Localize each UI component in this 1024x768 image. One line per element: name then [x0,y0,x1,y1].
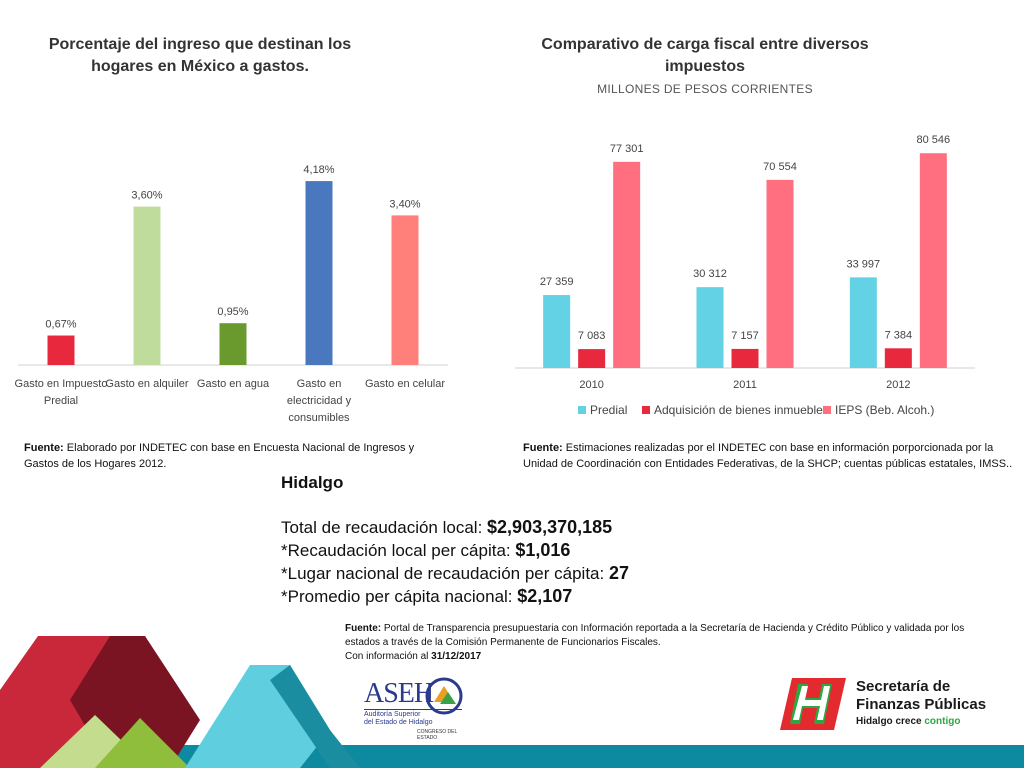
summary-region: Hidalgo [281,473,344,492]
category-label: 2010 [579,379,603,391]
right-chart-subtitle: MILLONES DE PESOS CORRIENTES [597,82,813,96]
legend-swatch [578,406,586,414]
data-label: 70 554 [763,161,797,173]
data-label: 0,95% [217,306,248,318]
sfp-h-icon [780,678,846,730]
right-source-text: Estimaciones realizadas por el INDETEC c… [523,442,1013,470]
bar [543,295,571,368]
right-source-label: Fuente: [523,442,563,454]
aseh-sub2: del Estado de Hidalgo [364,719,433,726]
aseh-emblem-icon [425,677,463,715]
aseh-logo: ASEH Auditoría Superior del Estado de Hi… [362,676,472,741]
data-label: 3,60% [131,190,162,202]
sfp-logo: Secretaría de Finanzas Públicas Hidalgo … [778,672,1008,738]
bar [47,335,75,365]
summary-label: Total de recaudación local: [281,518,488,537]
data-label: 7 384 [885,329,913,341]
footer-source-text: Portal de Transparencia presupuestaria c… [345,623,965,648]
aseh-rule [364,709,462,710]
summary-label: *Lugar nacional de recaudación per cápit… [281,564,609,583]
bar [133,206,161,365]
data-label: 27 359 [540,276,574,288]
legend-swatch [823,406,831,414]
legend-label: IEPS (Beb. Alcoh.) [835,403,934,417]
bar [219,323,247,365]
bar [849,277,877,368]
summary-value: $2,107 [517,586,573,606]
bar [696,287,724,368]
bar [731,348,759,368]
data-label: 77 301 [610,143,644,155]
category-label: Gasto en Impuesto [15,378,108,390]
bar [766,179,794,368]
category-label: Predial [44,395,78,407]
footer-date: 31/12/2017 [431,651,482,662]
sfp-line2: Finanzas Públicas [856,696,987,713]
category-label: Gasto en agua [197,378,270,390]
summary-line: *Recaudación local per cápita: $1,016 [281,539,701,562]
aseh-logo-text: ASEH [364,678,434,709]
summary-line: *Promedio per cápita nacional: $2,107 [281,585,701,608]
data-label: 3,40% [389,198,420,210]
hidalgo-summary: Hidalgo Total de recaudación local: $2,9… [281,472,701,608]
data-label: 80 546 [917,134,951,146]
deco-teal-peak [270,665,360,768]
category-label: consumibles [288,412,350,424]
left-chart-title: Porcentaje del ingreso que destinan los … [48,36,352,75]
footer-source-label: Fuente: [345,623,382,634]
legend-swatch [642,406,650,414]
data-label: 30 312 [693,268,727,280]
category-label: 2011 [733,379,757,391]
sfp-tagline-b: contigo [924,716,961,727]
summary-value: $2,903,370,185 [487,517,613,537]
aseh-sub1: Auditoría Superior [364,711,421,718]
summary-value: 27 [608,563,629,583]
bar [613,161,641,368]
sfp-tagline: Hidalgo crece contigo [856,716,960,727]
footer-source: Fuente: Portal de Transparencia presupue… [345,622,985,664]
deco-green-peak [95,718,190,768]
category-label: Gasto en [297,378,342,390]
left-source-text: Elaborado por INDETEC con base en Encues… [24,442,415,470]
summary-value: $1,016 [515,540,571,560]
bar [884,348,912,368]
category-label: Gasto en celular [365,378,445,390]
summary-line: *Lugar nacional de recaudación per cápit… [281,562,701,585]
summary-label: *Promedio per cápita nacional: [281,587,518,606]
data-label: 0,67% [45,319,76,331]
category-label: electricidad y [287,395,352,407]
right-chart-title: Comparativo de carga fiscal entre divers… [541,36,869,75]
summary-label: *Recaudación local per cápita: [281,541,516,560]
legend-label: Adquisición de bienes inmuebles [654,403,829,417]
category-label: Gasto en alquiler [105,378,188,390]
data-label: 4,18% [303,164,334,176]
category-label: 2012 [886,379,910,391]
bar [578,349,606,368]
legend-label: Predial [590,403,627,417]
bar [305,181,333,365]
footer-date-prefix: Con información al [345,651,432,662]
sfp-tagline-a: Hidalgo crece [856,716,925,727]
sfp-line1: Secretaría de [856,678,951,695]
left-chart-source: Fuente: Elaborado por INDETEC con base e… [24,440,444,472]
bar [391,215,419,365]
summary-line: Total de recaudación local: $2,903,370,1… [281,516,701,539]
aseh-sub3: CONGRESO DEL ESTADO [417,729,458,741]
data-label: 7 083 [578,330,606,342]
bar [919,153,947,368]
data-label: 7 157 [731,330,759,342]
right-chart-source: Fuente: Estimaciones realizadas por el I… [523,440,1019,472]
left-source-label: Fuente: [24,442,64,454]
data-label: 33 997 [847,258,881,270]
